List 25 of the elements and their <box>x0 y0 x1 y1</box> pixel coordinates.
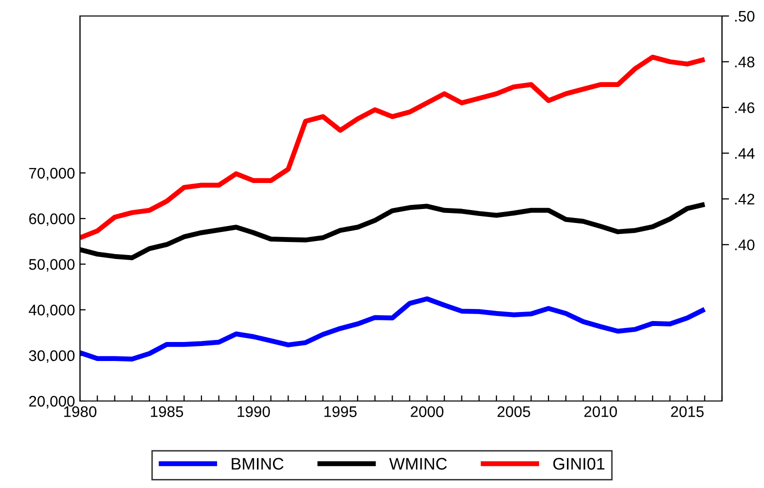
y-tick-label: 50,000 <box>29 259 75 272</box>
y2-tick-label: .46 <box>735 102 754 114</box>
x-tick-label: 2005 <box>498 406 530 418</box>
x-tick-label: 1980 <box>64 406 96 418</box>
y2-tick-label: .48 <box>735 56 754 68</box>
line-series <box>80 54 708 240</box>
legend-label: WMINC <box>389 458 447 470</box>
line-series <box>80 296 708 362</box>
y2-tick-label: .50 <box>735 10 754 22</box>
legend-label: BMINC <box>232 458 284 470</box>
y-tick-label: 60,000 <box>29 213 75 226</box>
x-tick-label: 1990 <box>238 406 270 418</box>
x-tick-label: 2010 <box>584 406 617 418</box>
y2-tick-label: .42 <box>735 194 754 204</box>
y-tick-label: 40,000 <box>28 304 75 318</box>
x-tick-label: 2015 <box>671 406 704 418</box>
y2-tick-label: .40 <box>735 239 754 250</box>
y-tick-label: 20,000 <box>29 396 75 408</box>
x-tick-label: 1995 <box>324 406 357 418</box>
y-tick-label: 30,000 <box>29 350 75 363</box>
legend-label: GINI01 <box>553 458 604 470</box>
x-tick-label: 2000 <box>410 406 444 418</box>
x-tick-label: 1985 <box>150 406 184 418</box>
y-tick-label: 70,000 <box>29 168 75 180</box>
y2-tick-label: .44 <box>735 148 755 159</box>
